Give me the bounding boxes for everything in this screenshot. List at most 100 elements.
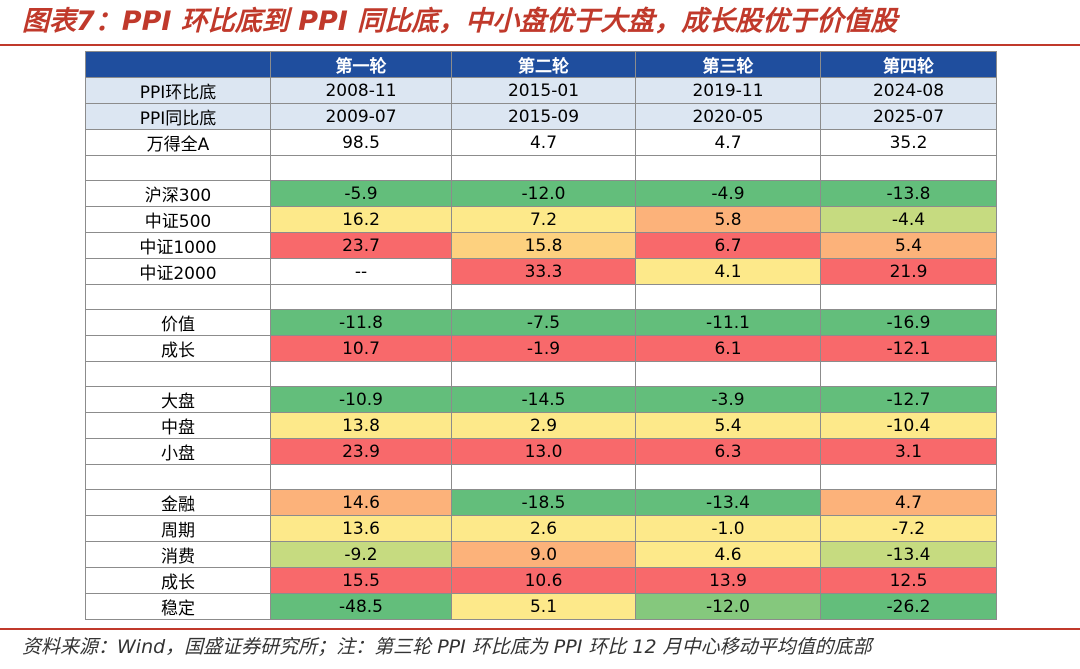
table-cell: 2015-09 xyxy=(451,103,636,130)
table-cell xyxy=(451,155,636,181)
table-cell: 6.7 xyxy=(635,232,821,259)
table-cell: 5.4 xyxy=(635,412,821,439)
row-label xyxy=(85,361,271,387)
table-cell: 2008-11 xyxy=(270,77,452,104)
row-label: 消费 xyxy=(85,541,271,568)
table-cell: -18.5 xyxy=(451,489,636,516)
row-label: 金融 xyxy=(85,489,271,516)
figure-title: 图表7：PPI 环比底到 PPI 同比底，中小盘优于大盘，成长股优于价值股 xyxy=(22,6,898,37)
table-cell: 23.7 xyxy=(270,232,452,259)
row-label xyxy=(85,155,271,181)
table-cell xyxy=(635,464,821,490)
table-cell: -13.4 xyxy=(635,489,821,516)
table-row: PPI环比底 2008-11 2015-01 2019-11 2024-08 xyxy=(85,77,997,104)
table-cell: 6.3 xyxy=(635,438,821,465)
table-cell xyxy=(270,361,452,387)
row-label: PPI环比底 xyxy=(85,77,271,104)
table-cell: -48.5 xyxy=(270,593,452,620)
table-row: 大盘 -10.9 -14.5 -3.9 -12.7 xyxy=(85,386,997,413)
table-cell: -9.2 xyxy=(270,541,452,568)
row-label xyxy=(85,284,271,310)
table-cell xyxy=(820,155,997,181)
table-row xyxy=(85,464,997,490)
table-cell: -5.9 xyxy=(270,180,452,207)
table-cell xyxy=(451,284,636,310)
row-label: 中证1000 xyxy=(85,232,271,259)
table-cell: 2024-08 xyxy=(820,77,997,104)
table-cell: 2020-05 xyxy=(635,103,821,130)
table-cell: -14.5 xyxy=(451,386,636,413)
header-cell-round1: 第一轮 xyxy=(270,51,452,78)
table-cell: 5.1 xyxy=(451,593,636,620)
table-cell: -- xyxy=(270,258,452,285)
row-label: 成长 xyxy=(85,335,271,362)
table-cell: 12.5 xyxy=(820,567,997,594)
table-row: 小盘 23.9 13.0 6.3 3.1 xyxy=(85,438,997,465)
table-cell: 15.5 xyxy=(270,567,452,594)
table-cell xyxy=(270,155,452,181)
table-cell: 2015-01 xyxy=(451,77,636,104)
header-cell-round2: 第二轮 xyxy=(451,51,636,78)
table-cell: -13.4 xyxy=(820,541,997,568)
row-label: 周期 xyxy=(85,515,271,542)
table-cell: 4.6 xyxy=(635,541,821,568)
table-cell: 33.3 xyxy=(451,258,636,285)
table-cell: -10.4 xyxy=(820,412,997,439)
table-cell: -12.7 xyxy=(820,386,997,413)
table-body: PPI环比底 2008-11 2015-01 2019-11 2024-08 PPI同比底… xyxy=(85,77,997,620)
table-cell: -16.9 xyxy=(820,309,997,336)
table-cell: 4.7 xyxy=(820,489,997,516)
row-label: 中证500 xyxy=(85,206,271,233)
header-cell-blank xyxy=(85,51,271,78)
table-row: 稳定 -48.5 5.1 -12.0 -26.2 xyxy=(85,593,997,620)
table-cell: -1.0 xyxy=(635,515,821,542)
table-row: PPI同比底 2009-07 2015-09 2020-05 2025-07 xyxy=(85,103,997,130)
header-cell-round4: 第四轮 xyxy=(820,51,997,78)
table-row: 中证1000 23.7 15.8 6.7 5.4 xyxy=(85,232,997,259)
table-cell xyxy=(451,464,636,490)
table-cell: 98.5 xyxy=(270,129,452,156)
table-row: 金融 14.6 -18.5 -13.4 4.7 xyxy=(85,489,997,516)
table-cell: 3.1 xyxy=(820,438,997,465)
table-cell: 5.8 xyxy=(635,206,821,233)
table-cell xyxy=(451,361,636,387)
table-cell: -7.2 xyxy=(820,515,997,542)
table-cell: 10.6 xyxy=(451,567,636,594)
row-label: 大盘 xyxy=(85,386,271,413)
table-cell: 21.9 xyxy=(820,258,997,285)
table-row: 沪深300 -5.9 -12.0 -4.9 -13.8 xyxy=(85,180,997,207)
table-cell: 13.8 xyxy=(270,412,452,439)
table-cell: 4.1 xyxy=(635,258,821,285)
table-cell: -4.9 xyxy=(635,180,821,207)
table-row: 中证500 16.2 7.2 5.8 -4.4 xyxy=(85,206,997,233)
table-cell: -1.9 xyxy=(451,335,636,362)
table-row xyxy=(85,155,997,181)
row-label: 稳定 xyxy=(85,593,271,620)
table-cell: -10.9 xyxy=(270,386,452,413)
table-cell xyxy=(820,284,997,310)
row-label: PPI同比底 xyxy=(85,103,271,130)
table-cell: -26.2 xyxy=(820,593,997,620)
table-cell: 2.9 xyxy=(451,412,636,439)
table-cell: 13.0 xyxy=(451,438,636,465)
table-cell: -12.1 xyxy=(820,335,997,362)
table-cell: 35.2 xyxy=(820,129,997,156)
header-row: 第一轮 第二轮 第三轮 第四轮 xyxy=(85,51,997,78)
title-rule xyxy=(0,44,1080,46)
table-row: 中证2000 -- 33.3 4.1 21.9 xyxy=(85,258,997,285)
row-label: 成长 xyxy=(85,567,271,594)
table-cell: -12.0 xyxy=(451,180,636,207)
table-cell xyxy=(270,464,452,490)
table-cell xyxy=(820,361,997,387)
row-label: 中证2000 xyxy=(85,258,271,285)
table-cell: -7.5 xyxy=(451,309,636,336)
table-row: 中盘 13.8 2.9 5.4 -10.4 xyxy=(85,412,997,439)
table-cell xyxy=(270,284,452,310)
table-cell: 16.2 xyxy=(270,206,452,233)
table-cell: 13.9 xyxy=(635,567,821,594)
table-cell: 4.7 xyxy=(451,129,636,156)
table-cell: 23.9 xyxy=(270,438,452,465)
table-cell: -12.0 xyxy=(635,593,821,620)
table-row: 万得全A 98.5 4.7 4.7 35.2 xyxy=(85,129,997,156)
table-cell: 4.7 xyxy=(635,129,821,156)
